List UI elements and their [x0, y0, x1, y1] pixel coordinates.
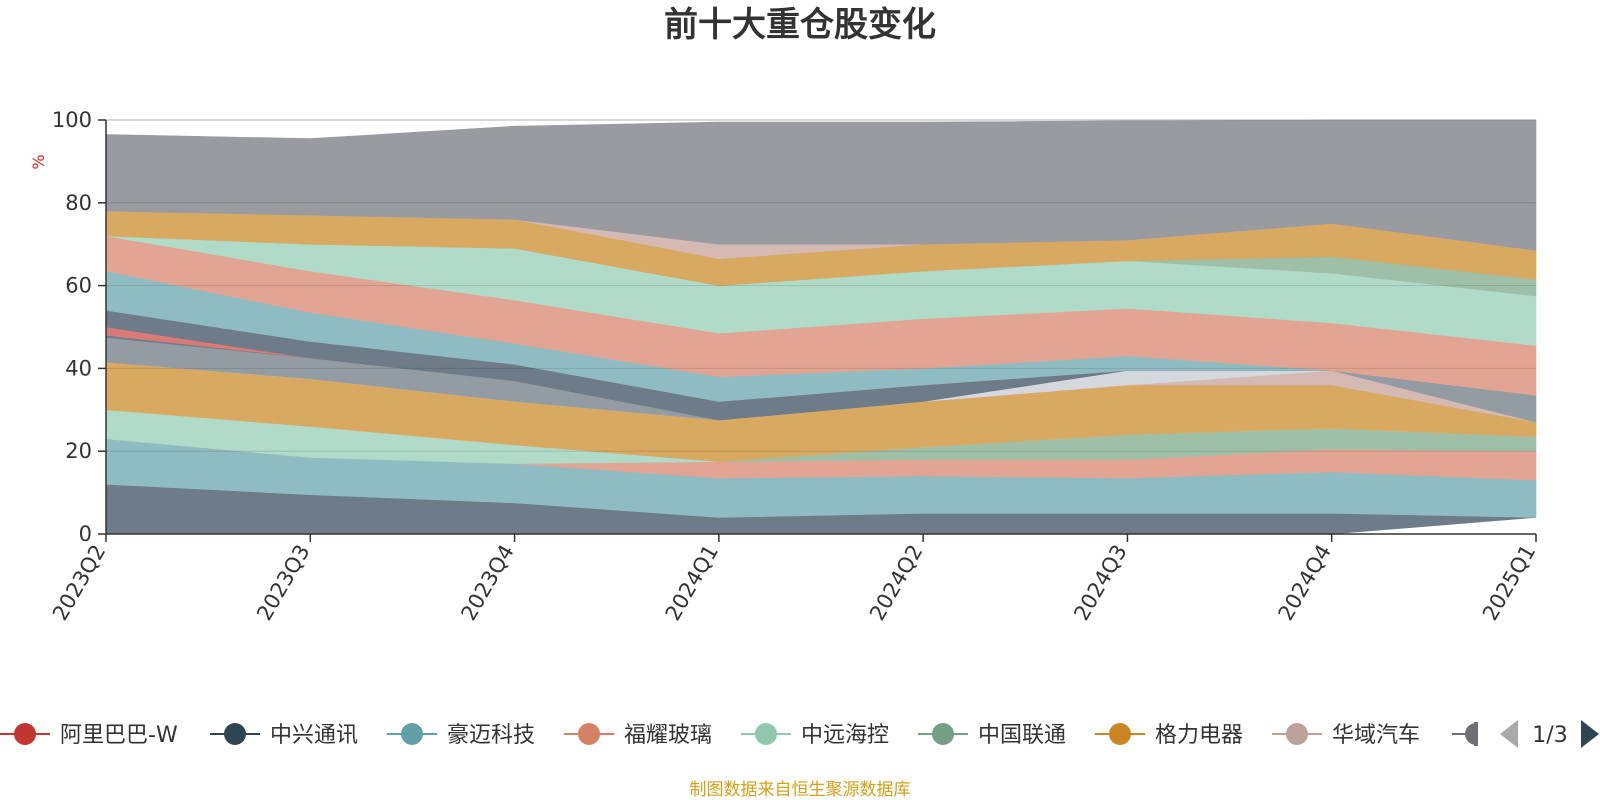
legend-prev-page-icon[interactable]	[1500, 720, 1518, 748]
x-tick-label-6: 2024Q4	[1274, 541, 1336, 625]
x-tick-label-3: 2024Q1	[661, 541, 723, 625]
legend-label-5: 中国联通	[978, 723, 1066, 748]
legend-label-6: 格力电器	[1155, 723, 1243, 748]
legend-item-1[interactable]: 中兴通讯	[210, 723, 358, 748]
y-tick-label-0: 0	[79, 522, 92, 546]
legend-marker-partial-edge	[1474, 722, 1478, 746]
chart-title: 前十大重仓股变化	[664, 5, 936, 45]
y-tick-label-3: 60	[65, 274, 92, 298]
x-tick-label-7: 2025Q1	[1478, 541, 1540, 625]
legend-page-indicator: 1/3	[1532, 723, 1567, 748]
legend-label-0: 阿里巴巴-W	[60, 723, 178, 748]
y-tick-label-4: 80	[65, 191, 92, 215]
legend-item-2[interactable]: 豪迈科技	[387, 723, 535, 748]
legend-marker-5	[932, 723, 954, 745]
legend-marker-3	[578, 723, 600, 745]
y-axis-unit: %	[29, 154, 48, 169]
legend-marker-4	[755, 723, 777, 745]
x-tick-label-2: 2023Q4	[456, 541, 518, 625]
legend-marker-1	[224, 723, 246, 745]
legend-label-2: 豪迈科技	[447, 723, 535, 748]
x-tick-label-1: 2023Q3	[252, 541, 314, 625]
legend-marker-0	[14, 723, 36, 745]
x-tick-label-5: 2024Q3	[1069, 541, 1131, 625]
legend-label-3: 福耀玻璃	[624, 723, 712, 748]
y-tick-label-5: 100	[52, 108, 92, 132]
legend-label-1: 中兴通讯	[270, 723, 358, 748]
legend-item-7[interactable]: 华域汽车	[1272, 723, 1420, 748]
legend-label-4: 中远海控	[801, 723, 889, 748]
legend[interactable]: 阿里巴巴-W 中兴通讯 豪迈科技 福耀玻璃 中远海控 中国联通 格力电器 华域汽车 1/3	[0, 720, 1599, 748]
legend-item-5[interactable]: 中国联通	[918, 723, 1066, 748]
legend-marker-7	[1286, 723, 1308, 745]
area-band-18	[105, 119, 1537, 251]
legend-item-partial[interactable]	[1452, 722, 1478, 746]
x-tick-label-0: 2023Q2	[48, 541, 110, 625]
legend-label-7: 华域汽车	[1332, 723, 1420, 748]
legend-marker-6	[1109, 723, 1131, 745]
legend-item-3[interactable]: 福耀玻璃	[564, 723, 712, 748]
legend-marker-2	[401, 723, 423, 745]
y-tick-label-1: 20	[65, 439, 92, 463]
legend-marker-partial	[1465, 723, 1476, 745]
area-series	[105, 119, 1537, 535]
source-note: 制图数据来自恒生聚源数据库	[690, 780, 911, 800]
legend-next-page-icon[interactable]	[1581, 720, 1599, 748]
y-tick-label-2: 40	[65, 356, 92, 380]
legend-item-6[interactable]: 格力电器	[1095, 723, 1243, 748]
x-tick-label-4: 2024Q2	[865, 541, 927, 625]
legend-item-0[interactable]: 阿里巴巴-W	[0, 723, 178, 748]
legend-item-4[interactable]: 中远海控	[741, 723, 889, 748]
